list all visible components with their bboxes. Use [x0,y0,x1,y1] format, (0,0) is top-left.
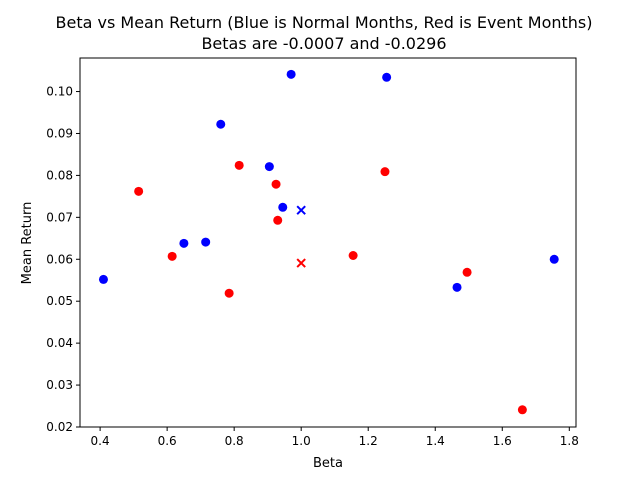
plot-frame [79,57,577,428]
x-tick-label: 1.8 [560,434,579,448]
data-point [380,167,390,177]
y-tick-label: 0.02 [46,420,73,434]
x-tick-label: 1.6 [493,434,512,448]
data-point [224,288,234,298]
chart-subtitle: Betas are -0.0007 and -0.0296 [201,34,446,53]
y-tick-label: 0.03 [46,378,73,392]
data-point [286,69,296,79]
data-point [201,237,211,247]
data-point [167,251,177,261]
data-point [517,405,527,415]
x-tick-label: 0.6 [158,434,177,448]
y-axis: 0.02 0.03 0.04 0.05 0.06 0.07 0.08 0.09 0.10 [46,85,80,434]
data-point [382,72,392,82]
data-point [271,179,281,189]
series-1 [134,160,527,415]
x-axis-label: Beta [313,456,343,471]
plot-area [98,69,559,415]
data-point [462,267,472,277]
data-point [98,274,108,284]
data-point [348,250,358,260]
data-point [273,215,283,225]
data-point [278,202,288,212]
y-tick-label: 0.07 [46,210,73,224]
data-point [549,254,559,264]
x-tick-label: 0.8 [225,434,244,448]
data-point [234,160,244,170]
x-tick-label: 1.0 [292,434,311,448]
chart-title: Beta vs Mean Return (Blue is Normal Mont… [56,13,593,32]
y-tick-label: 0.06 [46,252,73,266]
data-point [452,282,462,292]
data-point [216,119,226,129]
x-tick-label: 0.4 [91,434,110,448]
y-tick-label: 0.04 [46,336,73,350]
y-tick-label: 0.09 [46,126,73,140]
y-tick-label: 0.10 [46,85,73,99]
y-tick-label: 0.08 [46,168,73,182]
data-point [134,186,144,196]
x-tick-label: 1.4 [426,434,445,448]
y-tick-label: 0.05 [46,294,73,308]
y-axis-label: Mean Return [20,202,35,285]
data-point [264,162,274,172]
data-point [179,238,189,248]
market-x-marker [296,258,306,268]
series-0 [98,69,559,292]
x-tick-label: 1.2 [359,434,378,448]
market-x-marker [296,205,306,215]
x-axis: 0.4 0.6 0.8 1.0 1.2 1.4 1.6 1.8 [91,427,579,448]
